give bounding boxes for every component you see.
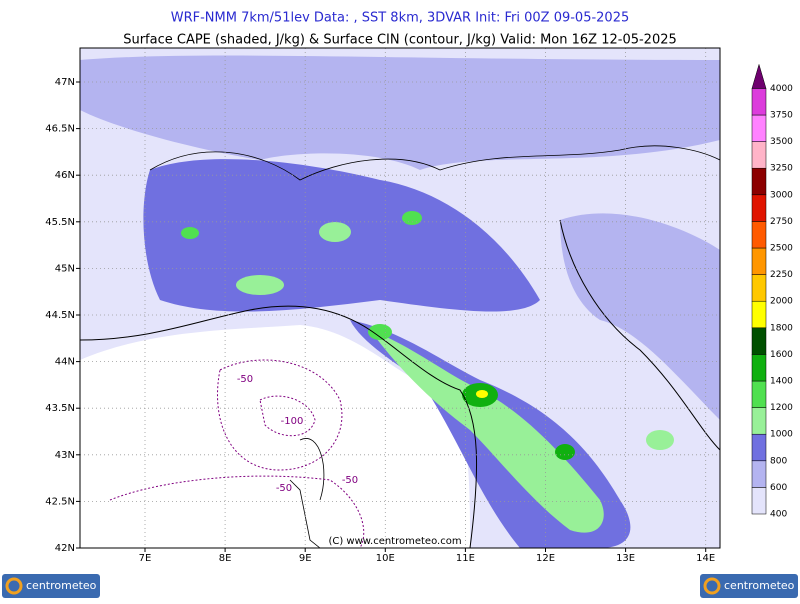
colorbar-segment	[751, 460, 767, 488]
cape-spot	[319, 222, 351, 242]
lat-label: 46N	[55, 170, 75, 181]
lat-label: 43.5N	[45, 403, 75, 414]
cape-max	[476, 390, 488, 398]
lon-label: 11E	[456, 553, 475, 564]
corsica	[289, 438, 325, 548]
lat-label: 47N	[55, 77, 75, 88]
lon-label: 7E	[139, 553, 152, 564]
colorbar-segment	[751, 354, 767, 382]
lat-label: 42N	[55, 543, 75, 554]
logo-text: centrometeo	[724, 579, 795, 592]
colorbar-segment	[751, 221, 767, 249]
cape-spot	[181, 227, 199, 239]
copyright: (C) www.centrometeo.com	[328, 536, 461, 547]
colorbar-arrow	[751, 63, 767, 89]
colorbar-label: 800	[770, 456, 787, 466]
lat-label: 46.5N	[45, 124, 75, 135]
cape-core	[555, 444, 575, 460]
colorbar-segment	[751, 194, 767, 222]
lat-label: 45.5N	[45, 217, 75, 228]
colorbar-label: 2250	[770, 270, 793, 280]
alps-shade	[80, 55, 720, 170]
colorbar-label: 3750	[770, 111, 793, 121]
logo: centrometeo	[700, 574, 798, 598]
cape-spot	[368, 324, 392, 340]
cape-spot	[402, 211, 422, 225]
title: WRF-NMM 7km/51lev Data: , SST 8km, 3DVAR…	[171, 11, 630, 26]
contour-label: -50	[276, 483, 292, 494]
lon-label: 13E	[616, 553, 635, 564]
colorbar-segment	[751, 327, 767, 355]
colorbar-segment	[751, 114, 767, 142]
grid	[80, 48, 720, 548]
colorbar-segment	[751, 247, 767, 275]
lon-label: 10E	[376, 553, 395, 564]
lat-label: 45N	[55, 263, 75, 274]
map-frame	[79, 47, 721, 549]
colorbar-segment	[751, 487, 767, 515]
cin-contour	[109, 475, 365, 548]
colorbar-label: 1000	[770, 430, 793, 440]
border	[149, 145, 720, 181]
colorbar-label: 3000	[770, 190, 793, 200]
colorbar-label: 4000	[770, 84, 793, 94]
lat-label: 44N	[55, 357, 75, 368]
logo-text: centrometeo	[26, 579, 97, 592]
sea-no-cape	[80, 325, 470, 548]
lon-label: 8E	[219, 553, 232, 564]
colorbar-label: 600	[770, 483, 787, 493]
coastline	[80, 305, 478, 548]
adriatic-shade	[560, 213, 720, 420]
apennine-green	[370, 330, 604, 533]
lat-label: 43N	[55, 450, 75, 461]
lat-label: 42.5N	[45, 496, 75, 507]
map-area: -50 -100 -50 -50 (C) www.centrometeo.com	[79, 47, 721, 549]
colorbar-label: 2000	[770, 297, 793, 307]
logo: centrometeo	[2, 574, 100, 598]
cape-spot	[646, 430, 674, 450]
subtitle: Surface CAPE (shaded, J/kg) & Surface CI…	[123, 33, 677, 48]
colorbar-segment	[751, 300, 767, 329]
colorbar-label: 400	[770, 510, 787, 520]
colorbar-label: 1400	[770, 377, 793, 387]
lon-label: 12E	[536, 553, 555, 564]
lat-label: 44.5N	[45, 310, 75, 321]
cin-contour	[259, 395, 316, 437]
colorbar-label: 3250	[770, 164, 793, 174]
colorbar-label: 3500	[770, 137, 793, 147]
colorbar-label: 1200	[770, 403, 793, 413]
colorbar-label: 1800	[770, 323, 793, 333]
cape-spot	[236, 275, 284, 295]
lon-label: 9E	[299, 553, 312, 564]
colorbar-segment	[751, 380, 767, 408]
colorbar-segment	[751, 167, 767, 196]
lon-label: 14E	[696, 553, 715, 564]
colorbar-label: 1600	[770, 350, 793, 360]
colorbar-segment	[751, 274, 767, 302]
colorbar-segment	[751, 407, 767, 435]
colorbar-segment	[751, 141, 767, 169]
colorbar-label: 2750	[770, 217, 793, 227]
cin-contour	[217, 359, 343, 471]
contour-label: -100	[281, 416, 304, 427]
contour-label: -50	[237, 374, 253, 385]
colorbar-segment	[751, 433, 767, 462]
colorbar-segment	[751, 88, 767, 116]
contour-label: -50	[342, 475, 358, 486]
coastline	[559, 219, 720, 451]
colorbar-label: 2500	[770, 244, 793, 254]
